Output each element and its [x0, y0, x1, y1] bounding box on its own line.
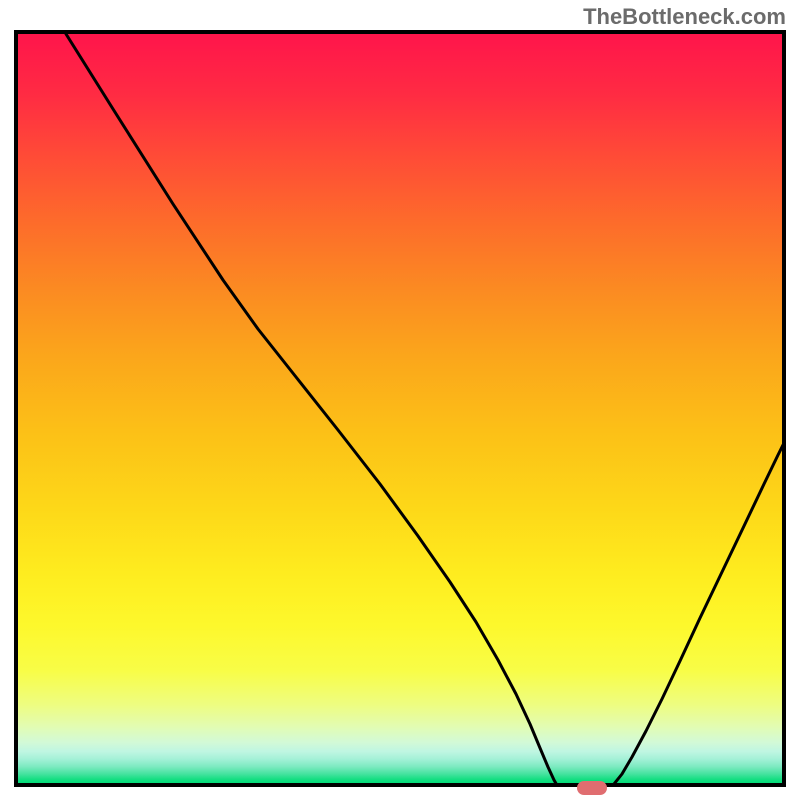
- bottleneck-marker: [577, 781, 607, 795]
- chart-frame: [14, 30, 786, 787]
- curve-path: [66, 34, 782, 783]
- watermark-text: TheBottleneck.com: [583, 4, 786, 30]
- bottleneck-curve: [18, 34, 782, 783]
